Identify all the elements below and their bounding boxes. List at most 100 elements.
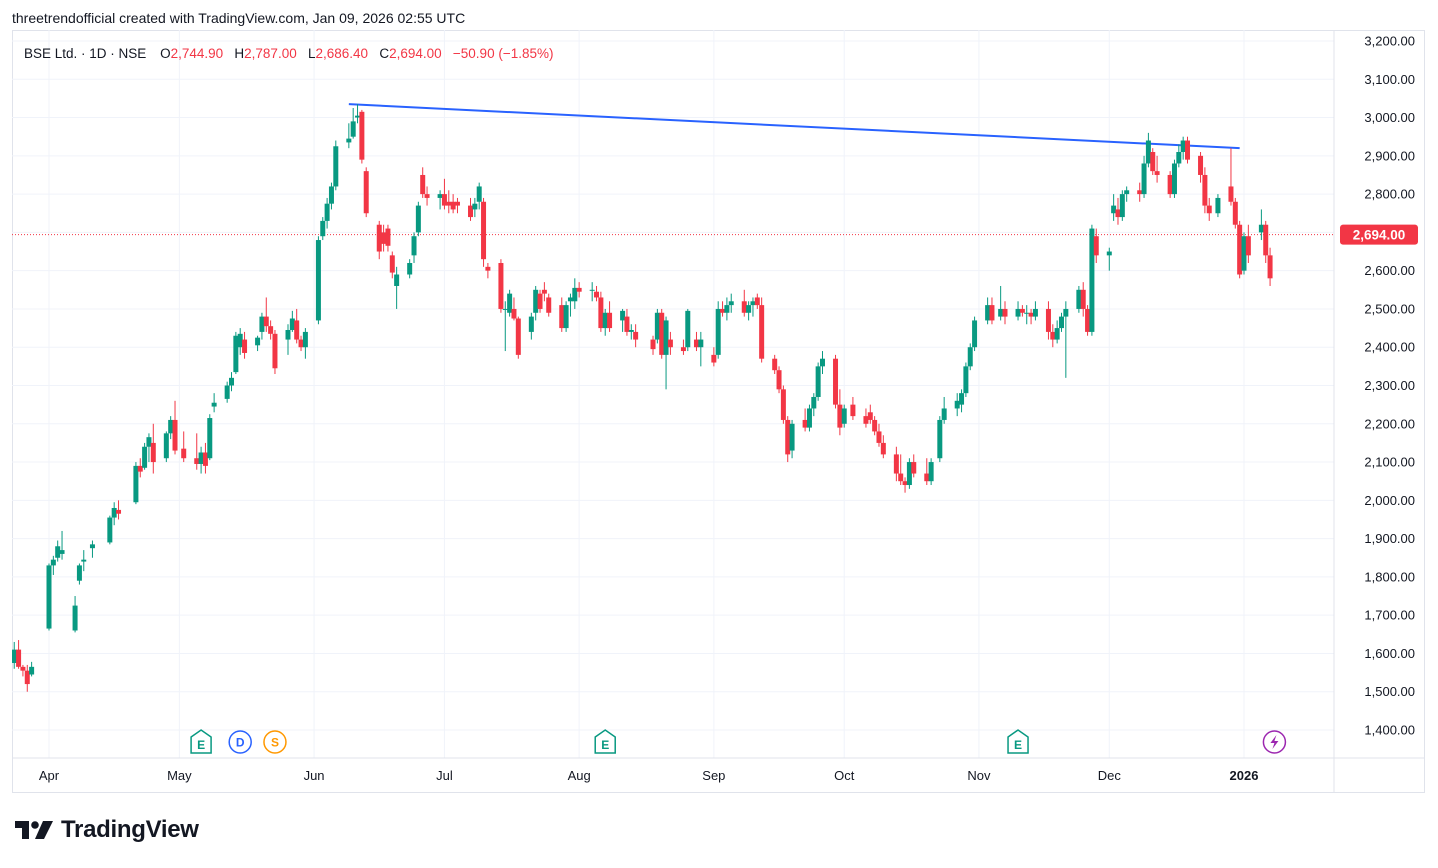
candle bbox=[1137, 182, 1143, 202]
candle-body bbox=[633, 331, 639, 340]
candle-body bbox=[285, 329, 291, 340]
event-marker-E[interactable]: E bbox=[190, 729, 212, 754]
candle-body bbox=[259, 316, 265, 332]
candle-body bbox=[872, 419, 878, 432]
event-marker-E[interactable]: E bbox=[1007, 729, 1029, 754]
candle-body bbox=[998, 308, 1004, 317]
candle-body bbox=[381, 232, 387, 244]
candle bbox=[863, 408, 869, 428]
candle bbox=[1002, 301, 1008, 325]
event-marker-S[interactable]: S bbox=[263, 730, 287, 754]
candle bbox=[468, 197, 474, 221]
tradingview-logo[interactable]: TradingView bbox=[15, 816, 199, 844]
candle bbox=[1080, 282, 1086, 317]
candle bbox=[841, 404, 847, 428]
candle bbox=[780, 385, 786, 424]
candle bbox=[1111, 194, 1117, 221]
candle bbox=[229, 372, 235, 392]
candle-body bbox=[1202, 174, 1208, 206]
candle bbox=[685, 308, 691, 352]
candle bbox=[116, 500, 122, 520]
x-tick-label: Jul bbox=[436, 768, 453, 783]
candle-body bbox=[12, 649, 17, 664]
candle-body bbox=[355, 115, 361, 118]
candle bbox=[924, 458, 930, 486]
candle bbox=[150, 423, 156, 474]
event-marker-future[interactable] bbox=[1262, 730, 1287, 754]
split-icon bbox=[263, 730, 287, 754]
candle-body bbox=[985, 305, 991, 321]
candle bbox=[498, 259, 504, 313]
candle bbox=[902, 477, 908, 493]
event-marker-E[interactable]: E bbox=[594, 729, 616, 754]
candle bbox=[76, 563, 82, 585]
candle-body bbox=[819, 358, 825, 367]
trendline[interactable] bbox=[348, 103, 1240, 150]
tradingview-logo-text: TradingView bbox=[61, 816, 199, 843]
candle-body bbox=[837, 404, 843, 428]
candle bbox=[898, 454, 904, 486]
candle-body bbox=[928, 462, 934, 482]
candle bbox=[989, 297, 995, 325]
candle bbox=[420, 167, 426, 198]
candle bbox=[659, 308, 665, 359]
candle-body bbox=[1106, 251, 1112, 256]
price-axis[interactable]: 3,200.00 3,100.00 3,000.00 2,900.00 2,800.00… bbox=[1333, 30, 1415, 793]
candle-body bbox=[50, 559, 56, 566]
candle bbox=[998, 285, 1004, 321]
candle bbox=[620, 308, 626, 332]
candle bbox=[376, 220, 382, 260]
candle bbox=[111, 502, 117, 526]
candle bbox=[481, 197, 487, 267]
y-tick-label: 3,000.00 bbox=[1364, 110, 1415, 125]
candle-body bbox=[1263, 224, 1269, 256]
time-axis[interactable]: Apr May Jun Jul Aug Sep Oct Nov Dec 2026 bbox=[12, 757, 1425, 783]
candle-body bbox=[963, 366, 969, 394]
dividend-icon bbox=[228, 730, 252, 754]
candle bbox=[941, 396, 947, 424]
candle-body bbox=[772, 358, 778, 371]
candle bbox=[1115, 197, 1121, 225]
candle bbox=[407, 259, 413, 279]
candle-body bbox=[29, 666, 35, 675]
candle-body bbox=[972, 320, 978, 348]
candle-body bbox=[1145, 140, 1151, 164]
candle bbox=[1245, 224, 1251, 264]
candle-body bbox=[833, 358, 839, 405]
candle bbox=[850, 396, 856, 420]
candle-body bbox=[328, 186, 334, 204]
candle bbox=[711, 347, 717, 367]
candle-body bbox=[693, 339, 699, 348]
candle-body bbox=[911, 462, 917, 474]
candle bbox=[285, 324, 291, 355]
candle-body bbox=[16, 649, 22, 667]
candle-body bbox=[229, 377, 235, 386]
candle bbox=[211, 393, 217, 413]
candle bbox=[224, 381, 230, 403]
candle-body bbox=[628, 329, 634, 332]
candle bbox=[1119, 190, 1125, 221]
candle-body bbox=[142, 446, 148, 468]
candle bbox=[785, 416, 791, 463]
candle bbox=[476, 182, 482, 210]
candle-body bbox=[563, 305, 569, 329]
candle-body bbox=[411, 236, 417, 256]
candle bbox=[107, 515, 113, 545]
chart[interactable]: 3,200.00 3,100.00 3,000.00 2,900.00 2,800.00… bbox=[12, 30, 1425, 793]
symbol-label[interactable]: BSE Ltd. · 1D · NSE bbox=[24, 46, 147, 61]
candle bbox=[1202, 167, 1208, 214]
candle-body bbox=[202, 452, 208, 466]
candle bbox=[720, 301, 726, 317]
candle-body bbox=[450, 201, 456, 210]
candle-body bbox=[754, 297, 760, 306]
event-marker-D[interactable]: D bbox=[228, 730, 252, 754]
candle-body bbox=[437, 194, 443, 198]
candle-body bbox=[1137, 190, 1143, 195]
candle-body bbox=[715, 308, 721, 355]
candle bbox=[346, 123, 352, 149]
candle bbox=[255, 335, 261, 352]
candle-body bbox=[893, 454, 899, 474]
y-tick-label: 2,000.00 bbox=[1364, 493, 1415, 508]
candle-body bbox=[937, 419, 943, 459]
